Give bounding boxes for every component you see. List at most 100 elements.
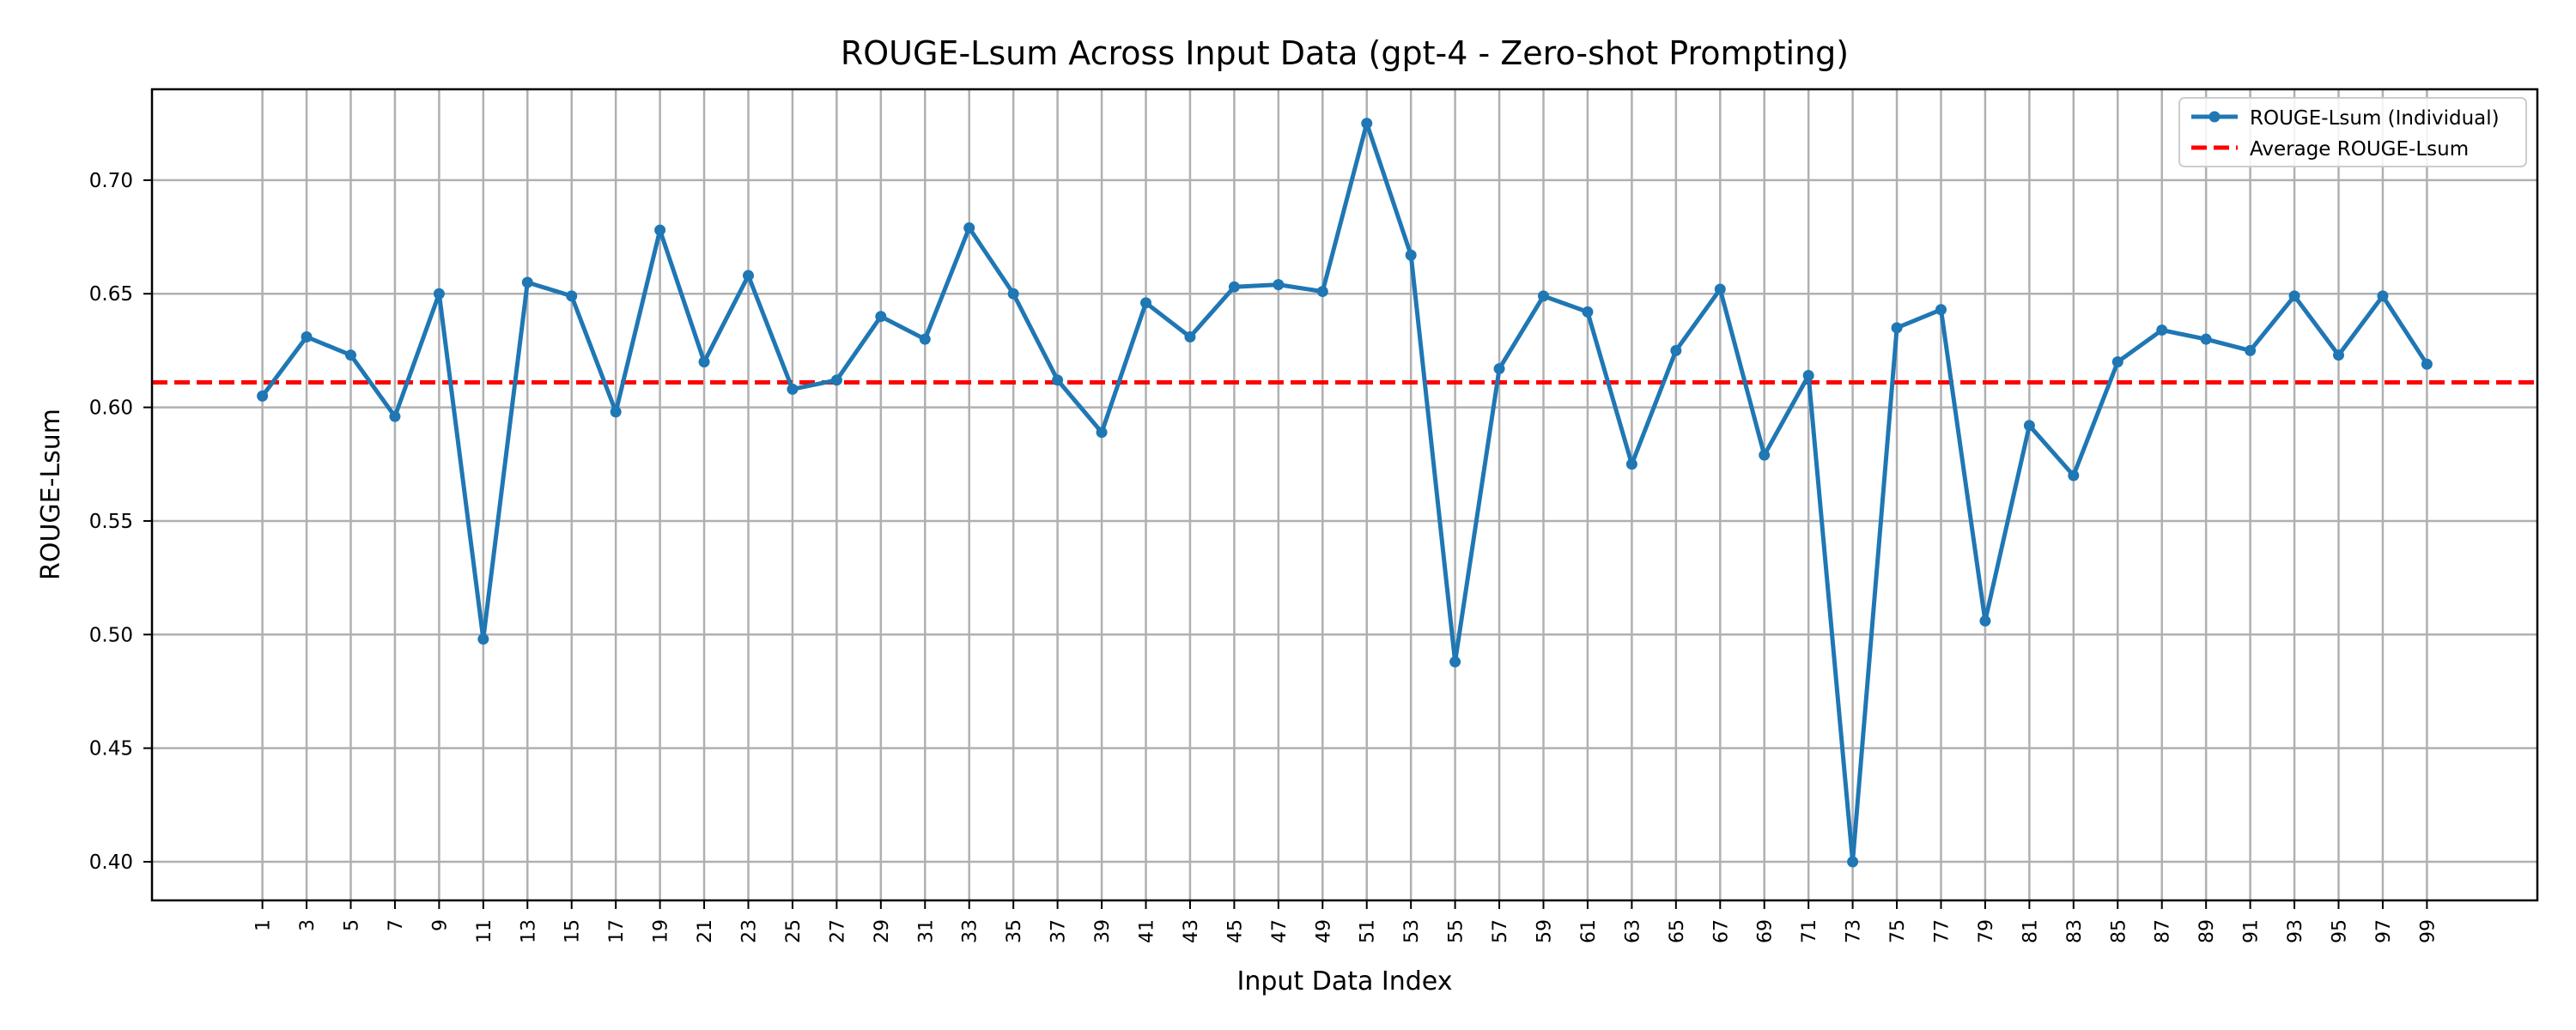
data-point [1979,615,1991,627]
x-tick-label: 51 [1358,919,1379,943]
data-point [2156,324,2168,336]
x-tick-label: 43 [1181,919,1202,943]
x-tick-label: 47 [1269,919,1291,943]
legend-box [2178,97,2527,167]
x-tick-label: 95 [2330,919,2351,943]
data-point [1582,306,1594,318]
data-point [1361,118,1373,130]
data-point [1493,363,1505,375]
data-point [1670,344,1682,356]
x-tick-label: 39 [1092,919,1114,943]
data-point [1405,249,1417,261]
data-point [2068,470,2080,482]
data-point [2377,290,2389,302]
data-point [1714,283,1726,295]
data-point [698,356,710,368]
x-tick-label: 41 [1137,919,1158,943]
x-tick-label: 55 [1446,919,1467,943]
x-tick-label: 65 [1667,919,1688,943]
x-tick-label: 99 [2417,919,2439,943]
data-point [787,383,799,395]
data-point [1538,290,1549,302]
x-tick-label: 35 [1004,919,1025,943]
data-point [1273,279,1285,291]
legend-individual-label: ROUGE-Lsum (Individual) [2250,107,2500,130]
data-point [2200,333,2212,345]
x-tick-label: 13 [518,919,539,943]
y-axis-label: ROUGE-Lsum [36,409,66,580]
x-tick-label: 77 [1932,919,1953,943]
data-point [345,349,356,361]
data-point [1096,427,1108,439]
data-point [2245,344,2257,356]
data-point [1891,322,1903,334]
x-tick-label: 57 [1490,919,1511,943]
data-point [1625,458,1637,470]
x-tick-label: 97 [2373,919,2395,943]
y-tick-label: 0.60 [89,397,133,420]
data-point [1759,449,1771,461]
x-tick-label: 89 [2196,919,2218,943]
data-point [1184,331,1196,343]
data-point [433,288,445,300]
x-tick-label: 31 [915,919,937,943]
x-tick-label: 11 [474,919,495,943]
x-tick-label: 27 [827,919,848,943]
y-tick-label: 0.55 [89,511,133,533]
x-tick-label: 59 [1534,919,1556,943]
x-tick-label: 21 [695,919,716,943]
x-tick-label: 1 [253,919,275,931]
x-tick-label: 69 [1755,919,1777,943]
data-point [610,406,622,418]
data-point [830,374,842,386]
x-tick-label: 87 [2153,919,2174,943]
tick-layer: 1 3 5 7 9 11 13 15 17 19 21 23 25 27 29 31 33 35 37 39 41 43 4… [89,170,2439,943]
x-tick-label: 7 [386,919,407,931]
data-point [963,221,975,233]
x-tick-label: 19 [651,919,672,943]
data-point [875,311,887,323]
data-point [2288,290,2300,302]
x-tick-label: 33 [960,919,981,943]
x-tick-label: 15 [562,919,584,943]
legend-average-label: Average ROUGE-Lsum [2250,138,2469,161]
data-point [1449,656,1461,668]
legend: ROUGE-Lsum (Individual) Average ROUGE-Ls… [2178,97,2527,167]
x-tick-label: 75 [1887,919,1909,943]
data-point [301,331,313,343]
data-point [1316,286,1328,298]
x-tick-label: 25 [783,919,805,943]
x-tick-label: 5 [342,919,363,931]
data-point [566,290,578,302]
x-tick-label: 37 [1048,919,1070,943]
data-point [919,333,931,345]
x-tick-label: 3 [297,919,319,931]
x-tick-label: 63 [1622,919,1643,943]
data-point [2023,420,2035,432]
y-tick-label: 0.70 [89,170,133,192]
y-tick-label: 0.50 [89,624,133,646]
series-line-individual [260,121,2429,864]
x-tick-label: 93 [2285,919,2306,943]
x-tick-label: 29 [872,919,893,943]
data-point [1802,370,1814,382]
x-tick-label: 79 [1976,919,1997,943]
plot-frame [150,88,2539,902]
data-point [2333,349,2344,361]
x-tick-label: 83 [2064,919,2086,943]
data-point [477,633,489,645]
x-tick-label: 9 [429,919,451,931]
x-tick-label: 53 [1401,919,1423,943]
data-point [654,224,666,236]
x-tick-label: 73 [1844,919,1865,943]
y-tick-label: 0.40 [89,851,133,874]
x-axis-label: Input Data Index [1237,966,1453,997]
data-point [2111,356,2123,368]
data-point [257,390,269,402]
series-layer [257,118,2433,868]
y-tick-label: 0.65 [89,283,133,306]
x-tick-label: 17 [606,919,628,943]
data-point [2421,358,2433,370]
grid-layer [152,89,2537,900]
